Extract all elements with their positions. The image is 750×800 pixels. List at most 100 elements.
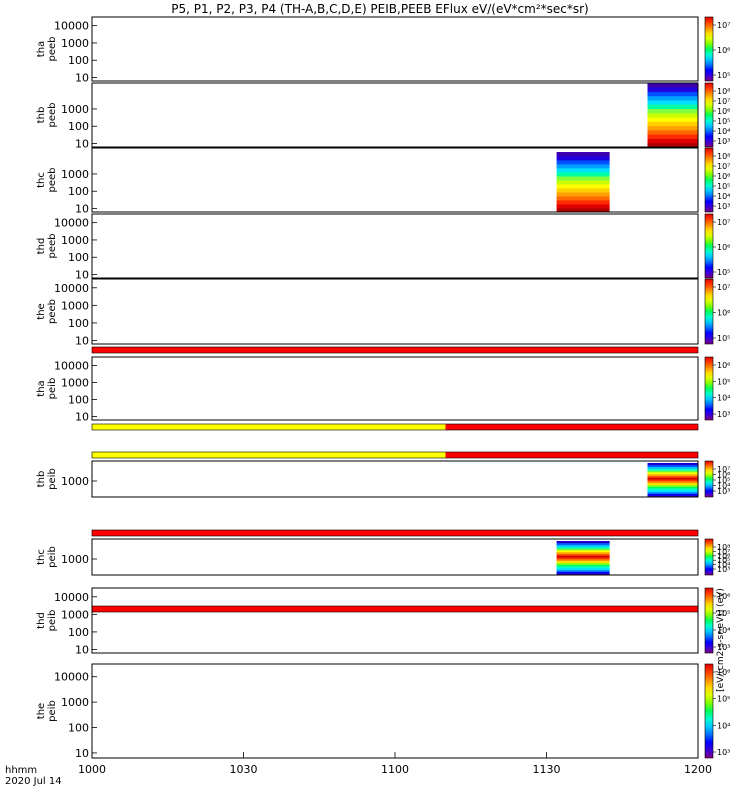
spectrogram-band [556,208,610,213]
colorbar [704,82,714,148]
y-axis-label: peeb [47,168,58,193]
colorbar-tick-label: 10⁶ [717,471,730,480]
spectrogram-band [647,489,698,493]
spectrogram-band [647,142,698,148]
y-tick-label: 100 [68,626,89,639]
spectrogram-band [556,184,610,189]
colorbar-tick-label: 10⁶ [717,361,730,370]
colorbar-tick-label: 10⁴ [717,721,730,730]
spectrogram-band [556,188,610,193]
colorbar-tick-label: 10³ [717,565,730,574]
colorbar [704,587,714,654]
spectrogram-block [647,463,698,498]
colorbar-tick-label: 10⁷ [717,97,730,106]
spectrogram-band [647,463,698,466]
spectrogram-band [556,553,610,556]
y-tick-label: 10000 [54,282,89,295]
colorbar-tick-label: 10³ [717,487,730,496]
mode-bar [92,347,698,353]
spectrogram-band [647,470,698,473]
time-axis: 1000 1030 1100 1130 1200 [78,752,712,776]
panel-the-peeb: 10 100 1000 10000 the peeb 10⁷ 10⁶ 10⁵ [36,278,730,354]
y-tick-label: 1000 [61,37,89,50]
y-tick-label: 100 [68,54,89,67]
colorbar [704,356,714,421]
spectrogram-band [647,108,698,114]
plot-frame [91,82,699,148]
panel-thd-peib: 10 100 1000 10000 thd peib 10⁶ 10⁵ 10⁴ 10³ [36,587,730,656]
spectrogram-band [647,486,698,489]
colorbar-tick-label: 10⁵ [717,476,730,485]
spectrogram-band [556,168,610,173]
colorbar-tick-label: 10⁴ [717,192,730,201]
y-tick-label: 100 [68,185,89,198]
spectrogram-band [556,551,610,554]
y-axis-label: peib [47,468,58,490]
colorbar-tick-label: 10⁵ [717,334,730,343]
y-axis-label: thb [36,107,47,124]
y-axis-label: peib [47,378,58,400]
y-tick-label: 1000 [61,475,89,488]
spectrogram-band [647,112,698,118]
y-tick-label: 10 [75,269,89,282]
spectrogram-band [556,164,610,169]
y-tick-label: 1000 [61,103,89,116]
colorbar-tick-label: 10⁷ [717,547,730,556]
x-tick-label: 1030 [230,763,258,776]
y-axis-label: the [36,303,47,319]
y-tick-label: 1000 [61,696,89,709]
spectrogram-band [647,138,698,144]
y-tick-label: 1000 [61,553,89,566]
panel-the-peib: 10 100 1000 10000 the peib 10⁶ 10⁵ 10⁴ 10³ [36,663,730,760]
y-tick-label: 10000 [54,671,89,684]
spectrogram-band [647,91,698,97]
mode-bar [445,424,698,430]
mode-bar-frame [91,346,699,354]
colorbar-tick-label: 10⁴ [717,626,730,635]
spectrogram-band [556,562,610,565]
spectrogram-band [556,560,610,563]
plot-frame [91,213,699,279]
spectrogram-band [647,475,698,478]
spectrogram-band [556,160,610,165]
x-tick-label: 1130 [533,763,561,776]
spectrogram-band [556,152,610,157]
spectrogram-band [556,176,610,181]
spectrogram-band [556,564,610,567]
spectrogram-band [556,192,610,197]
y-tick-label: 10 [75,138,89,151]
spectrogram-band [647,468,698,471]
colorbar-tick-label: 10⁵ [717,268,730,277]
colorbar-tick-label: 10⁷ [717,21,730,30]
colorbar-tick-label: 10⁸ [717,87,730,96]
spectrogram-band [647,493,698,496]
spectrogram-band [647,117,698,122]
spectrogram-band [556,571,610,574]
spectrogram-band [556,542,610,545]
spectrogram-band [556,204,610,209]
mode-bar [92,452,446,458]
colorbar-tick-label: 10⁶ [717,172,730,181]
colorbar-tick-label: 10⁴ [717,482,730,491]
spectrogram-band [647,479,698,482]
spectrogram-block [556,152,610,213]
y-tick-label: 1000 [61,168,89,181]
panel-tha-peib: 10 100 1000 10000 tha peib 10⁶ 10⁵ 10⁴ 10³ [36,356,730,431]
spectrogram-band [556,156,610,161]
colorbar-tick-label: 10³ [717,643,730,652]
colorbar [704,278,714,345]
plot-frame [91,278,699,345]
colorbar-tick-label: 10⁶ [717,592,730,601]
y-tick-label: 100 [68,394,89,407]
spectrogram-band [556,200,610,205]
y-axis-label: peeb [47,103,58,128]
colorbar-tick-label: 10⁵ [717,71,730,80]
plot-frame [91,16,699,82]
spectrogram-band [647,83,698,88]
spectrogram-band [556,544,610,547]
